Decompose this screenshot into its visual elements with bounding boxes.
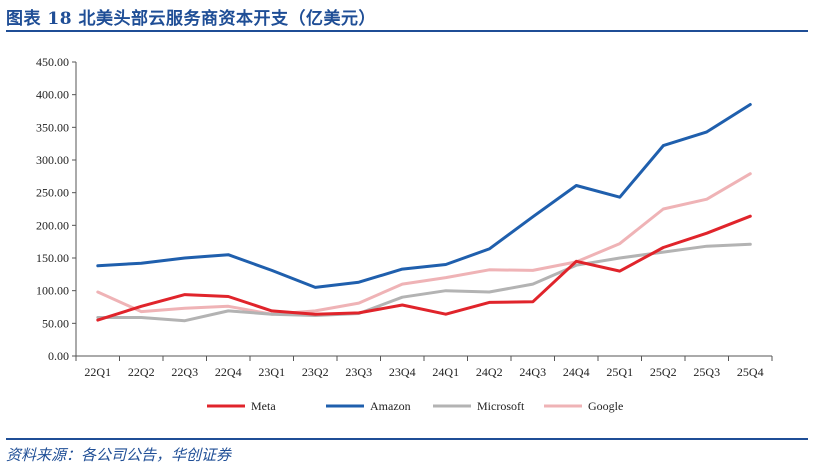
y-tick-label: 200.00 [36, 218, 69, 232]
series-line-microsoft [96, 242, 752, 323]
legend-label-meta: Meta [251, 399, 276, 413]
source-rule [6, 438, 808, 440]
x-tick-label: 23Q3 [345, 365, 372, 379]
x-tick-label: 25Q4 [737, 365, 764, 379]
x-tick-label: 24Q1 [432, 365, 459, 379]
y-tick-label: 400.00 [36, 88, 69, 102]
x-tick-label: 25Q3 [693, 365, 720, 379]
x-tick-label: 22Q2 [128, 365, 155, 379]
series-line-meta [96, 214, 752, 322]
x-tick-label: 22Q4 [215, 365, 242, 379]
x-tick-label: 25Q2 [650, 365, 677, 379]
series-line-amazon [96, 103, 752, 289]
x-tick-label: 22Q3 [171, 365, 198, 379]
y-tick-label: 450.00 [36, 55, 69, 69]
legend-label-google: Google [588, 399, 623, 413]
y-tick-label: 100.00 [36, 284, 69, 298]
y-tick-label: 350.00 [36, 120, 69, 134]
x-tick-label: 22Q1 [84, 365, 111, 379]
x-tick-label: 24Q3 [519, 365, 546, 379]
y-tick-label: 150.00 [36, 251, 69, 265]
y-tick-label: 50.00 [42, 316, 69, 330]
y-tick-label: 250.00 [36, 186, 69, 200]
legend-label-microsoft: Microsoft [477, 399, 525, 413]
y-tick-label: 0.00 [48, 349, 69, 363]
x-tick-label: 24Q4 [563, 365, 590, 379]
chart-lines [96, 103, 752, 323]
x-tick-label: 23Q1 [258, 365, 285, 379]
series-line-google [96, 172, 752, 316]
y-tick-label: 300.00 [36, 153, 69, 167]
source-note: 资料来源：各公司公告，华创证券 [6, 446, 232, 464]
x-tick-label: 25Q1 [606, 365, 633, 379]
title-rule [6, 30, 808, 32]
chart-axes: 0.00 50.00 100.00 150.00 200.00 250.00 300.00 3… [36, 55, 773, 379]
x-tick-label: 23Q4 [389, 365, 416, 379]
chart-legend: Meta Amazon Microsoft Google [207, 399, 623, 413]
x-tick-label: 23Q2 [302, 365, 329, 379]
legend-label-amazon: Amazon [370, 399, 411, 413]
figure-title: 图表 18 北美头部云服务商资本开支（亿美元） [6, 9, 376, 29]
x-tick-label: 24Q2 [476, 365, 503, 379]
